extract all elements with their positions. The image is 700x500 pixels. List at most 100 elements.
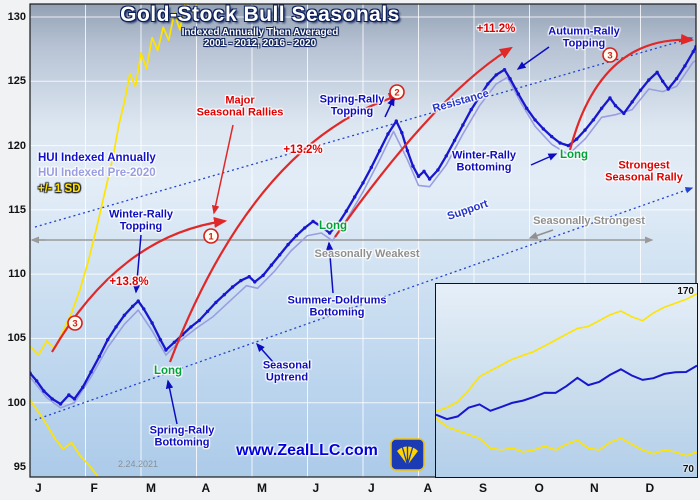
series-marker — [352, 195, 357, 199]
series-marker — [461, 123, 465, 127]
autumn-rally-arc — [334, 46, 513, 238]
series-marker — [422, 169, 426, 173]
series-marker — [469, 107, 473, 112]
y-axis-tick-label: 120 — [7, 139, 26, 152]
series-marker — [269, 263, 274, 267]
series-marker — [214, 300, 218, 305]
series--1-sd — [30, 4, 198, 356]
annotation-arrow — [132, 234, 142, 294]
series-marker — [647, 78, 651, 82]
series-marker — [533, 118, 537, 122]
series-marker — [239, 278, 243, 283]
annotation-arrow — [165, 379, 178, 425]
series-marker — [172, 340, 176, 344]
y-axis-tick-label: 110 — [8, 268, 26, 281]
series-marker — [494, 73, 498, 77]
winter-rally-arc — [568, 33, 695, 151]
annotation-arrow — [530, 153, 558, 166]
inset-series--1-sd-full — [436, 417, 697, 457]
series-marker — [691, 50, 695, 54]
series-marker — [222, 293, 226, 297]
series-marker — [394, 119, 398, 123]
label-sd-band: +/- 1 SD — [38, 182, 81, 195]
chart-title-block: Gold-Stock Bull Seasonals Indexed Annual… — [75, 3, 445, 49]
series-marker — [525, 106, 529, 111]
series-marker — [34, 379, 39, 383]
y-axis-tick-label: 125 — [7, 75, 26, 88]
long-marker-summer: Long — [318, 219, 348, 232]
resistance-line — [34, 36, 694, 228]
series-marker — [411, 164, 415, 168]
x-axis-tick-label: N — [590, 481, 599, 495]
series-marker — [477, 95, 482, 99]
x-axis-tick-label: D — [645, 481, 655, 495]
series-marker — [516, 92, 521, 96]
series-marker — [508, 77, 512, 81]
series-marker — [106, 338, 110, 342]
svg-text:1: 1 — [208, 231, 214, 242]
y-axis-tick-label: 115 — [8, 203, 26, 216]
x-axis-tick-label: J — [312, 481, 320, 495]
series-marker — [150, 321, 154, 325]
series-marker — [666, 87, 670, 91]
series-marker — [261, 273, 265, 278]
series-marker — [541, 127, 546, 131]
y-axis-tick-label: 95 — [13, 460, 26, 473]
series-marker — [189, 325, 193, 329]
x-axis-tick-label: S — [479, 481, 488, 495]
label-seasonally-weakest: Seasonally Weakest — [314, 248, 420, 261]
label-summer-doldrums-bottoming: Summer-Doldrums Bottoming — [287, 294, 387, 318]
inset-series-hui-seasonal-full — [436, 364, 697, 421]
series-marker — [247, 275, 251, 279]
series-marker — [386, 132, 390, 136]
y-axis-tick-label: 100 — [7, 396, 26, 409]
series-marker — [583, 128, 587, 132]
series-marker — [638, 88, 643, 93]
series-marker — [72, 397, 77, 401]
rally-gain-autumn: +11.2% — [476, 22, 516, 35]
inset-y-max-label: 170 — [677, 286, 694, 297]
series-marker — [486, 82, 490, 86]
annotation-arrow — [516, 46, 550, 70]
series-marker — [344, 209, 349, 213]
series-marker — [630, 100, 634, 104]
x-axis-tick-label: M — [257, 481, 267, 495]
series-marker — [427, 177, 432, 181]
series-marker — [81, 385, 85, 389]
series-marker — [89, 370, 93, 374]
x-axis-tick-label: A — [423, 481, 433, 495]
svg-text:3: 3 — [607, 50, 612, 61]
series-marker — [452, 138, 457, 143]
series-marker — [97, 354, 102, 359]
rally-number-badge: 3 — [602, 47, 618, 63]
x-axis-tick-label: A — [201, 481, 211, 495]
series-marker — [683, 64, 687, 68]
series-marker — [253, 280, 257, 284]
series-marker — [230, 285, 235, 289]
x-axis-tick-label: O — [534, 481, 544, 495]
series-marker — [294, 233, 299, 238]
y-axis-tick-label: 130 — [7, 11, 26, 23]
series-marker — [319, 224, 324, 229]
series-marker — [558, 141, 562, 145]
series-marker — [303, 226, 307, 230]
svg-text:2: 2 — [394, 87, 399, 98]
series-marker — [311, 219, 315, 224]
series-marker — [158, 338, 163, 342]
page-title: Gold-Stock Bull Seasonals — [120, 3, 400, 26]
label-hui-indexed-pre2020: HUI Indexed Pre-2020 — [38, 166, 156, 179]
support-line — [34, 187, 694, 421]
series-marker — [136, 299, 140, 303]
label-strongest-seasonal-rally: Strongest Seasonal Rally — [605, 159, 683, 183]
chart-date: 2.24.2021 — [118, 459, 159, 469]
inset-chart: 170 70 — [435, 283, 698, 478]
series-marker — [286, 242, 290, 247]
series-marker — [661, 79, 665, 84]
series-marker — [405, 149, 410, 153]
label-spring-rally-bottoming: Spring-Rally Bottoming — [149, 424, 215, 448]
series-marker — [361, 181, 365, 185]
website-watermark[interactable]: www.ZealLLC.com — [236, 442, 378, 459]
series-marker — [278, 253, 282, 257]
inset-plot-svg — [436, 292, 697, 457]
label-major-seasonal-rallies: Major Seasonal Rallies — [196, 94, 284, 118]
